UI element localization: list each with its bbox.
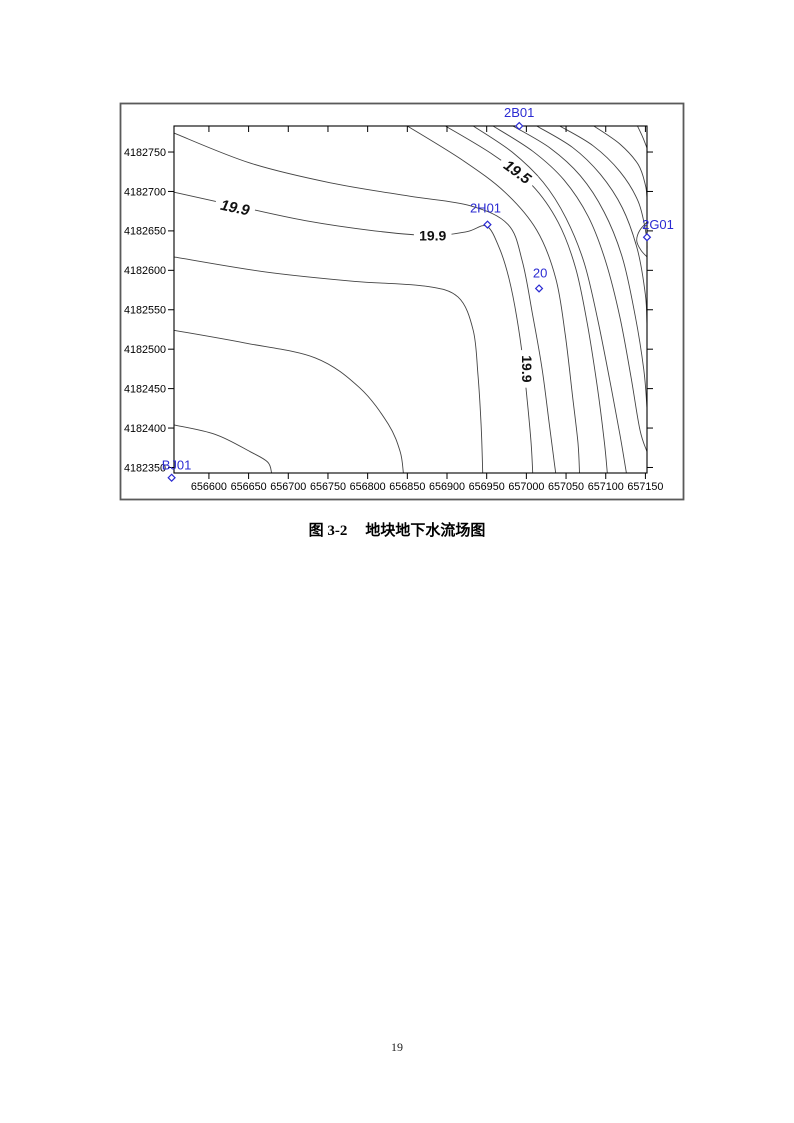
contour-label-bg xyxy=(213,195,257,220)
contour-line-19.9 xyxy=(173,191,534,474)
contour-label-bg xyxy=(496,153,539,190)
well-label-20: 20 xyxy=(533,266,547,281)
contour-line-8 xyxy=(492,125,648,452)
x-tick-label: 657100 xyxy=(588,481,624,493)
y-tick-label: 4182600 xyxy=(124,265,166,277)
y-tick-label: 4182650 xyxy=(124,226,166,238)
figure-caption-number: 图 3-2 xyxy=(308,523,348,539)
well-marker-20 xyxy=(534,284,544,293)
y-tick-label: 4182550 xyxy=(124,305,166,317)
page-number: 19 xyxy=(391,1040,403,1054)
well-marker-2H01 xyxy=(483,220,492,229)
well-marker-2B01 xyxy=(514,121,524,131)
y-tick-label: 4182400 xyxy=(124,423,166,435)
x-tick-label: 657000 xyxy=(508,481,544,493)
contour-label-group: 19.9 xyxy=(519,350,535,388)
well-label-2B01: 2B01 xyxy=(504,105,534,120)
x-tick-label: 656650 xyxy=(231,481,267,493)
well-marker-2G01 xyxy=(642,232,652,242)
y-tick-label: 4182700 xyxy=(124,186,166,198)
figure-caption-title: 地块地下水流场图 xyxy=(365,523,486,539)
well-label-2H01: 2H01 xyxy=(470,201,501,216)
contour-line-2 xyxy=(173,256,484,474)
contour-label: 19.9 xyxy=(419,228,446,244)
figure-caption: 图 3-2 地块地下水流场图 xyxy=(0,519,794,540)
contour-label-group: 19.9 xyxy=(213,195,257,220)
contour-label-bg xyxy=(413,228,452,244)
contour-line-5 xyxy=(407,125,580,474)
contour-line-9 xyxy=(512,125,648,409)
plot-frame xyxy=(173,125,648,474)
well-label-BJ01: BJ01 xyxy=(162,458,192,473)
x-tick-label: 656700 xyxy=(270,481,306,493)
x-tick-label: 657150 xyxy=(627,481,663,493)
contour-line-14 xyxy=(636,221,648,258)
x-tick-label: 656850 xyxy=(389,481,425,493)
contour-label: 19.9 xyxy=(519,355,535,382)
x-tick-label: 657050 xyxy=(548,481,584,493)
well-label-2G01: 2G01 xyxy=(642,217,674,232)
contour-line-19.5 xyxy=(472,125,627,474)
y-tick-label: 4182450 xyxy=(124,383,166,395)
x-tick-label: 656900 xyxy=(429,481,465,493)
contour-label: 19.9 xyxy=(219,197,252,220)
contour-label-bg xyxy=(519,350,535,388)
x-tick-label: 656950 xyxy=(469,481,505,493)
y-tick-label: 4182350 xyxy=(124,462,166,474)
contour-line-12 xyxy=(593,125,648,198)
well-marker-BJ01 xyxy=(167,473,176,482)
contour-label-group: 19.9 xyxy=(413,228,452,244)
contour-line-10 xyxy=(536,125,648,325)
x-tick-label: 656800 xyxy=(350,481,386,493)
contour-line-4 xyxy=(173,132,557,474)
y-tick-label: 4182750 xyxy=(124,147,166,159)
x-tick-label: 656600 xyxy=(191,481,227,493)
contour-line-13 xyxy=(637,125,648,149)
contour-line-1 xyxy=(173,329,404,474)
contour-line-0 xyxy=(173,424,273,474)
y-tick-label: 4182500 xyxy=(124,344,166,356)
figure-outer-border xyxy=(119,102,685,501)
x-tick-label: 656750 xyxy=(310,481,346,493)
